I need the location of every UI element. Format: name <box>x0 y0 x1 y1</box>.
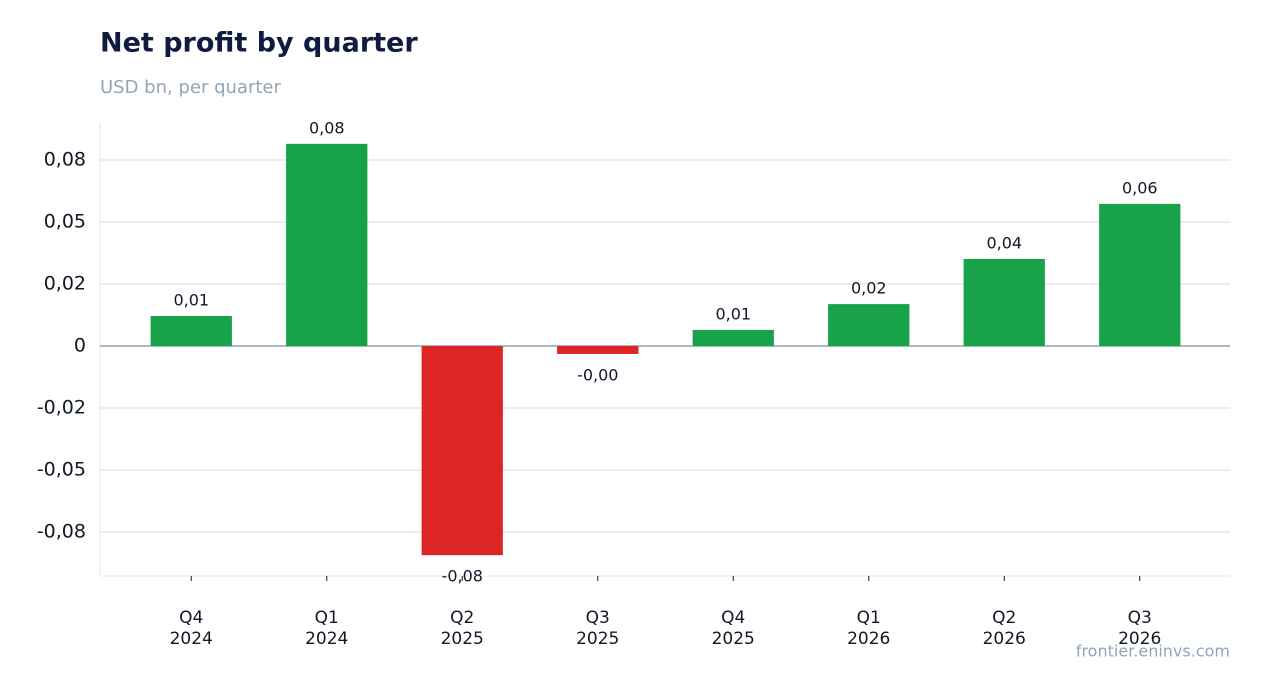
x-tick-label: Q2 <box>992 608 1016 628</box>
x-tick-label: Q3 <box>586 608 610 628</box>
bar <box>150 316 232 347</box>
value-label: 0,01 <box>173 291 209 310</box>
x-tick-label: Q1 <box>315 608 339 628</box>
value-label: 0,02 <box>851 279 887 298</box>
x-tick-label: Q1 <box>857 608 881 628</box>
chart-subtitle: USD bn, per quarter <box>100 77 281 98</box>
value-label: -0,08 <box>442 567 483 586</box>
x-tick-label: 2026 <box>983 629 1026 649</box>
x-tick-label: Q4 <box>721 608 745 628</box>
x-tick-label: 2025 <box>441 629 484 649</box>
y-tick-label: -0,02 <box>37 397 86 419</box>
x-tick-label: 2026 <box>1118 629 1161 649</box>
y-tick-label: 0,08 <box>44 148 86 170</box>
bar <box>1099 203 1181 347</box>
bar <box>421 346 503 556</box>
y-tick-label: -0,08 <box>37 521 86 543</box>
bar <box>557 346 639 354</box>
bar <box>828 304 910 347</box>
x-tick-label: 2025 <box>712 629 755 649</box>
y-tick-label: 0,05 <box>44 210 86 232</box>
value-label: 0,04 <box>986 233 1022 252</box>
x-tick-label: Q2 <box>450 608 474 628</box>
source: frontier.eninvs.com <box>1076 642 1230 661</box>
bar <box>692 329 774 347</box>
x-tick-label: Q4 <box>179 608 203 628</box>
chart-title: Net profit by quarter <box>100 28 418 59</box>
x-tick-label: Q3 <box>1128 608 1152 628</box>
x-tick-label: 2026 <box>847 629 890 649</box>
y-tick-label: 0 <box>74 335 86 357</box>
bar <box>963 258 1045 347</box>
value-label: 0,06 <box>1122 178 1158 197</box>
value-label: 0,08 <box>309 118 345 137</box>
value-label: 0,01 <box>715 304 751 323</box>
y-tick-label: 0,02 <box>44 273 86 295</box>
bar <box>286 143 368 347</box>
x-tick-label: 2024 <box>170 629 213 649</box>
x-tick-label: 2024 <box>305 629 348 649</box>
x-tick-label: 2025 <box>576 629 619 649</box>
value-label: -0,00 <box>577 365 618 384</box>
y-tick-label: -0,05 <box>37 459 86 481</box>
